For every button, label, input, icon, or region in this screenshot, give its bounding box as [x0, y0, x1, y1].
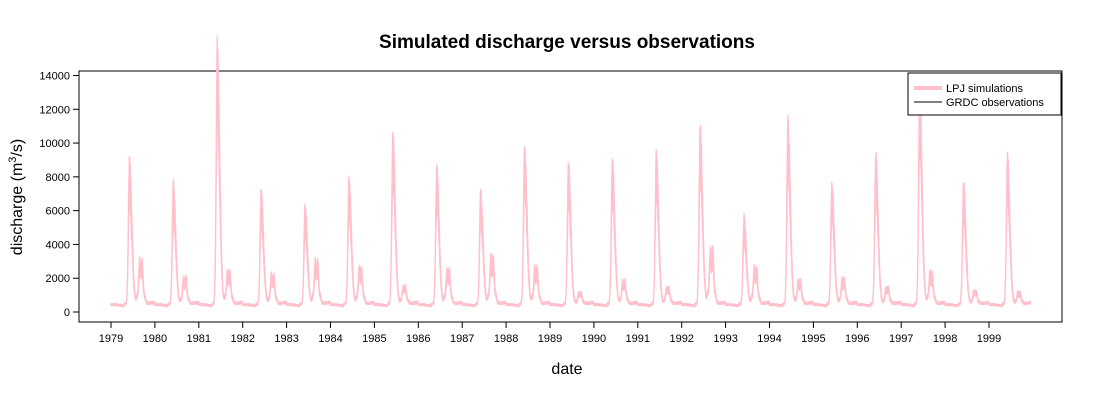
x-axis: 1979 1980 1981 1982 1983 1984 1985 1986 1987 1988… — [99, 321, 1001, 345]
x-tick-label: 1993 — [713, 333, 737, 345]
x-tick-label: 1998 — [933, 333, 957, 345]
x-tick-label: 1987 — [450, 333, 474, 345]
chart-title: Simulated discharge versus observations — [379, 32, 755, 53]
x-tick-label: 1994 — [757, 333, 781, 345]
x-tick-label: 1980 — [143, 333, 167, 345]
x-tick-label: 1981 — [187, 333, 211, 345]
y-axis-label: discharge (m3/s) — [7, 139, 26, 255]
y-tick-label: 14000 — [39, 71, 70, 83]
legend-box — [907, 72, 1062, 116]
simulation-band — [110, 35, 1032, 308]
y-axis-label-end: /s) — [9, 139, 26, 157]
legend: LPJ simulations GRDC observations — [907, 72, 1062, 116]
y-axis-label-superscript: 3 — [7, 157, 19, 163]
y-axis-label-main: discharge (m — [9, 163, 26, 255]
x-axis-label: date — [551, 361, 582, 378]
x-tick-label: 1986 — [406, 333, 430, 345]
x-tick-label: 1997 — [889, 333, 913, 345]
x-tick-label: 1995 — [801, 333, 825, 345]
y-tick-label: 10000 — [39, 138, 70, 150]
y-tick-label: 2000 — [46, 273, 70, 285]
x-tick-label: 1979 — [99, 333, 123, 345]
x-tick-label: 1983 — [274, 333, 298, 345]
y-tick-label: 4000 — [46, 239, 70, 251]
x-tick-label: 1996 — [845, 333, 869, 345]
y-axis: 0 2000 4000 6000 8000 10000 12000 14000 — [39, 71, 79, 319]
x-tick-label: 1982 — [230, 333, 254, 345]
y-tick-label: 8000 — [46, 172, 70, 184]
x-tick-label: 1984 — [318, 333, 342, 345]
x-tick-label: 1988 — [494, 333, 518, 345]
legend-label-simulations: LPJ simulations — [946, 83, 1024, 95]
y-tick-label: 6000 — [46, 206, 70, 218]
y-tick-label: 0 — [64, 307, 70, 319]
simulation-band-area — [110, 35, 1032, 308]
x-tick-label: 1985 — [362, 333, 386, 345]
x-tick-label: 1991 — [626, 333, 650, 345]
x-tick-label: 1992 — [669, 333, 693, 345]
x-tick-label: 1989 — [538, 333, 562, 345]
legend-label-observations: GRDC observations — [946, 97, 1044, 109]
x-tick-label: 1990 — [582, 333, 606, 345]
x-tick-label: 1999 — [977, 333, 1001, 345]
y-tick-label: 12000 — [39, 104, 70, 116]
